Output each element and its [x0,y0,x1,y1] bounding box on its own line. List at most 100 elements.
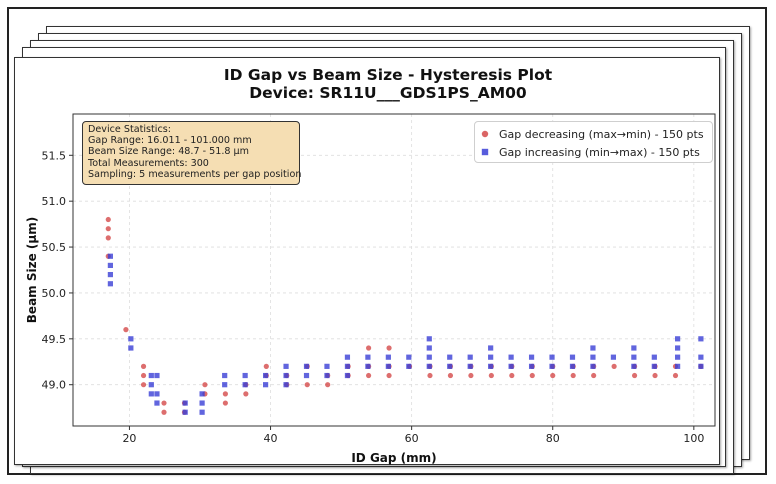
data-point [303,372,310,379]
legend: Gap decreasing (max→min) - 150 pts Gap i… [474,121,713,163]
data-point [426,336,432,342]
plot-area-border [72,113,716,427]
data-point [385,354,391,360]
data-point [161,400,167,406]
data-point [508,354,514,360]
data-point [182,409,188,415]
data-point [652,372,658,379]
circle-marker-icon [481,128,489,141]
data-point [283,363,289,369]
series-gap-decreasing [105,216,704,415]
data-point [344,372,351,379]
data-point [140,372,147,379]
data-point [105,235,111,241]
data-point [283,372,289,379]
data-point [427,372,433,379]
data-point [107,262,113,269]
data-point [263,363,269,369]
data-point [199,400,205,406]
data-point [406,363,412,369]
data-point [344,354,351,360]
data-point [406,354,412,360]
data-point [591,372,597,379]
data-point [303,363,310,369]
data-point [651,354,657,360]
data-point [107,271,113,278]
data-point [344,363,351,369]
data-point [675,354,681,360]
data-point [631,363,637,369]
y-axis-label: Beam Size (μm) [25,217,39,323]
data-point [154,391,160,397]
square-marker-icon [481,146,489,159]
data-point [304,382,310,388]
data-point [283,382,289,388]
data-point [199,391,205,397]
data-point [610,354,617,360]
data-point [222,400,228,406]
data-point [222,382,228,388]
legend-entry-decreasing: Gap decreasing (max→min) - 150 pts [481,125,706,143]
data-point [570,372,576,379]
x-tick-label: 100 [683,432,704,445]
data-point [549,354,555,360]
data-point [263,382,269,388]
data-point [675,363,681,369]
y-tick-label: 49.5 [42,333,67,346]
data-point [263,372,269,379]
stats-total-measurements: Total Measurements: 300 [88,157,209,169]
device-statistics-box: Device Statistics: Gap Range: 16.011 - 1… [82,121,302,185]
data-point [631,372,638,379]
data-point [509,372,515,379]
data-point [488,363,494,369]
data-point [426,345,432,351]
y-tick-label: 51.0 [42,195,67,208]
data-point [550,372,556,379]
data-point [698,363,704,369]
data-point [140,363,147,369]
stats-beam-size-range: Beam Size Range: 48.7 - 51.8 μm [88,146,249,158]
data-point [182,400,188,406]
data-point [529,372,535,379]
data-point [488,372,494,379]
data-point [528,363,535,369]
data-point [488,354,494,360]
data-point [140,382,147,388]
data-point [242,382,248,388]
data-point [698,354,704,360]
data-point [366,345,372,351]
y-tick-label: 51.5 [42,149,67,162]
data-point [222,372,228,379]
y-tick-label: 50.0 [42,287,67,300]
x-axis-label: ID Gap (mm) [351,451,436,465]
data-point [467,363,473,369]
stats-sampling: Sampling: 5 measurements per gap positio… [88,168,302,180]
x-tick-label: 40 [264,432,278,445]
data-point [590,363,596,369]
legend-label-increasing: Gap increasing (min→max) - 150 pts [499,145,700,159]
data-point [154,372,160,379]
data-point [161,409,167,415]
data-point [467,354,473,360]
data-point [426,363,432,369]
data-point [325,382,331,388]
y-tick-label: 50.5 [42,241,67,254]
data-point [202,382,208,388]
data-point [242,372,248,379]
series-gap-increasing [107,253,704,415]
data-point [148,372,154,379]
data-point [631,354,637,360]
x-tick-label: 60 [405,432,419,445]
data-point [675,345,681,351]
data-point [324,372,330,379]
data-point [447,372,454,379]
data-point [672,372,679,379]
data-point [611,363,617,369]
data-point [698,336,704,342]
data-point [107,281,113,287]
data-point [590,354,596,360]
data-point [386,345,392,351]
stats-gap-range: Gap Range: 16.011 - 101.000 mm [88,135,252,147]
data-point [386,372,392,379]
data-point [123,327,129,333]
